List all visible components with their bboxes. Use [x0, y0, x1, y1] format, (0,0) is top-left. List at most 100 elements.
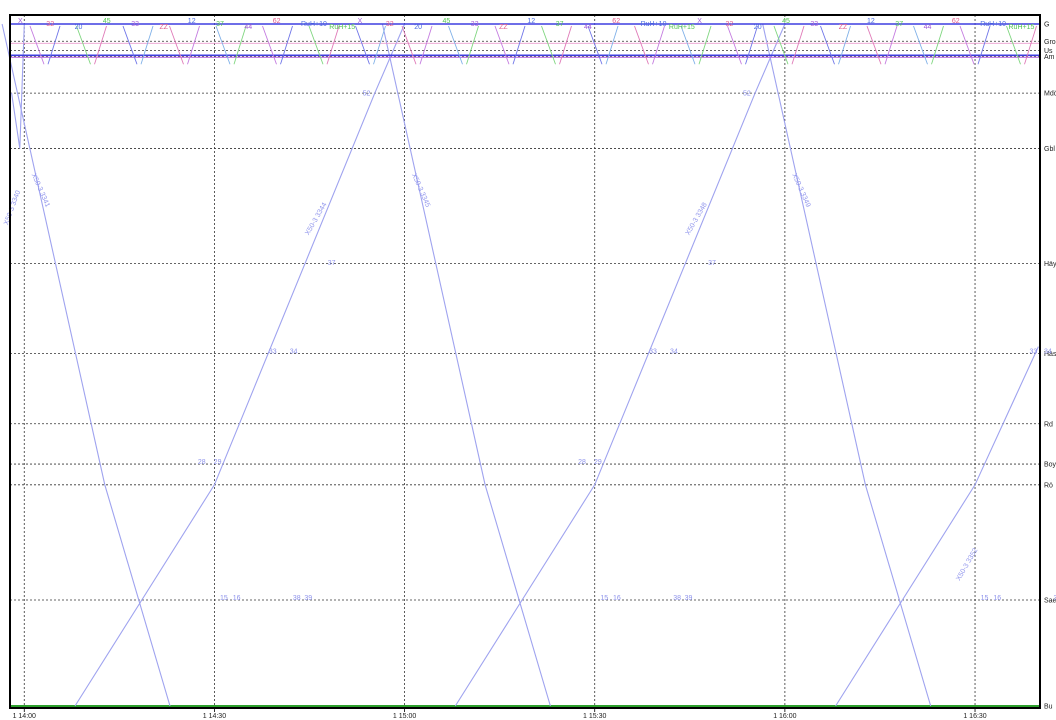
top-train-segment [959, 25, 975, 65]
top-train-segment [791, 25, 805, 65]
stop-time-label: 28 [578, 459, 586, 466]
stop-time-label: 33 [649, 348, 657, 355]
stop-time-label: 34 [1044, 348, 1052, 355]
stop-time-label: 33 [1029, 348, 1037, 355]
top-cluster-label: 33 [131, 21, 139, 28]
top-train-segment [866, 25, 882, 65]
stop-time-label: 34 [290, 348, 298, 355]
top-cluster-label: 37 [216, 21, 224, 28]
top-train-segment [913, 25, 928, 65]
stop-time-label: 52 [743, 90, 751, 97]
top-cluster-label: 33 [810, 21, 818, 28]
station-label: Häs [1044, 351, 1056, 358]
train-path [381, 23, 551, 707]
top-train-segment [634, 25, 649, 65]
top-train-segment [727, 25, 742, 65]
station-label: Mdö [1044, 91, 1056, 98]
top-cluster-label: 12 [188, 18, 196, 25]
top-train-segment [680, 25, 696, 65]
top-train-segment [373, 25, 386, 65]
top-cluster-label: 12 [867, 18, 875, 25]
top-cluster-label: 44 [244, 24, 252, 31]
top-cluster-label: 44 [924, 24, 932, 31]
top-cluster-label: 12 [527, 18, 535, 25]
stop-time-label: 37 [328, 260, 336, 267]
stop-time-label: 16 [233, 595, 241, 602]
station-label: Am [1044, 54, 1055, 61]
top-cluster-label: 62 [273, 18, 281, 25]
stop-time-label: 15 [220, 595, 228, 602]
top-cluster-label: RuH+10 [301, 21, 327, 28]
top-train-segment [29, 25, 45, 65]
stop-time-label: 28 [198, 459, 206, 466]
top-train-segment [326, 25, 340, 65]
top-train-segment [308, 25, 324, 65]
top-cluster-label: 45 [443, 18, 451, 25]
top-train-segment [419, 25, 433, 65]
time-tick-label: 1 15:30 [583, 713, 606, 720]
top-cluster-label: ZZ [839, 24, 848, 31]
top-train-segment [884, 25, 898, 65]
stop-time-label: 52 [363, 90, 371, 97]
top-train-segment [47, 25, 61, 65]
top-cluster-label: 20 [75, 24, 83, 31]
top-cluster-label: ZZ [160, 24, 169, 31]
station-label: Rd [1044, 421, 1053, 428]
top-train-segment [559, 25, 572, 65]
top-train-segment [652, 25, 665, 65]
top-train-segment [1024, 25, 1037, 65]
top-cluster-label: RuH+10 [980, 21, 1006, 28]
top-train-segment [122, 25, 138, 65]
top-train-segment [698, 25, 712, 65]
top-train-segment [977, 25, 991, 65]
top-cluster-label: ZZ [499, 24, 508, 31]
top-cluster-label: RuH+15 [1009, 24, 1035, 31]
top-cluster-label: 33 [471, 21, 479, 28]
top-cluster-label: 37 [895, 21, 903, 28]
station-label: Rö [1044, 482, 1053, 489]
top-train-segment [187, 25, 200, 65]
train-path [835, 346, 1039, 707]
stop-time-label: 15 [600, 595, 608, 602]
top-cluster-label: RuH+15 [329, 24, 355, 31]
top-cluster-label: 45 [782, 18, 790, 25]
top-cluster-label: 32 [46, 21, 54, 28]
top-cluster-label: 32 [386, 21, 394, 28]
top-cluster-label: 62 [612, 18, 620, 25]
stop-time-label: 16 [613, 595, 621, 602]
top-train-segment [355, 25, 370, 65]
top-train-segment [745, 25, 758, 65]
top-train-segment [931, 25, 944, 65]
top-train-segment [541, 25, 556, 65]
top-train-segment [512, 25, 526, 65]
top-train-segment [820, 25, 835, 65]
time-tick-label: 1 16:30 [963, 713, 986, 720]
stop-time-label: 15 [981, 595, 989, 602]
top-train-segment [401, 25, 417, 65]
stop-time-label: 29 [594, 459, 602, 466]
top-cluster-label: X [358, 18, 363, 25]
station-label: Gbl [1044, 146, 1055, 153]
time-tick-label: 1 15:00 [393, 713, 416, 720]
stop-time-label: 39 [304, 595, 312, 602]
station-label: Gro [1044, 39, 1056, 46]
top-cluster-label: X [18, 18, 23, 25]
stop-time-label: 39 [685, 595, 693, 602]
top-train-segment [587, 25, 603, 65]
stop-time-label: 37 [708, 260, 716, 267]
train-path [762, 23, 932, 707]
top-cluster-label: RuH+15 [669, 24, 695, 31]
stop-time-label: 33 [269, 348, 277, 355]
top-train-segment [233, 25, 247, 65]
top-cluster-label: 32 [726, 21, 734, 28]
top-cluster-label: 37 [556, 21, 564, 28]
top-cluster-label: X [697, 18, 702, 25]
top-cluster-label: RuH+10 [641, 21, 667, 28]
time-tick-label: 1 14:30 [203, 713, 226, 720]
stop-time-label: 38 [673, 595, 681, 602]
stop-time-label: 16 [993, 595, 1001, 602]
time-tick-label: 1 16:00 [773, 713, 796, 720]
top-train-segment [466, 25, 479, 65]
